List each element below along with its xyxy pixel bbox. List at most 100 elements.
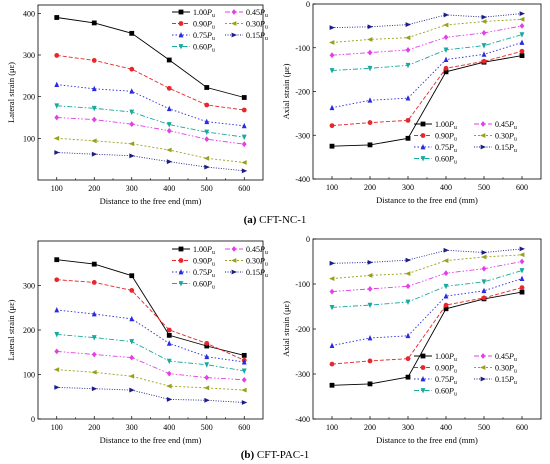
data-point xyxy=(166,85,172,91)
data-point xyxy=(443,293,449,299)
data-point xyxy=(129,354,135,361)
data-point xyxy=(54,348,60,355)
data-point xyxy=(204,362,210,368)
x-axis-title: Distance to the free end (mm) xyxy=(100,435,202,445)
data-point xyxy=(91,85,97,92)
x-tick-label: 200 xyxy=(88,184,100,193)
series-0.90 xyxy=(54,53,247,113)
data-point xyxy=(405,257,411,263)
legend-label: 0.45Pu xyxy=(246,8,268,19)
series-line xyxy=(331,55,523,147)
y-tick-label: -200 xyxy=(295,325,310,334)
data-point xyxy=(367,335,373,341)
y-axis-title: Lateral strain (με) xyxy=(6,62,16,123)
x-tick-label: 500 xyxy=(478,183,490,192)
series-line xyxy=(331,18,523,43)
legend-marker xyxy=(480,121,486,127)
data-point xyxy=(329,382,335,388)
data-point xyxy=(367,49,373,56)
data-point xyxy=(519,39,525,45)
legend-item: 0.15Pu xyxy=(474,375,517,386)
chart-panel-3: 100 200 300 400 500 600 0 100 200 300 Distance to … xyxy=(6,240,268,445)
caption-b-label: (b) xyxy=(240,449,255,461)
data-point xyxy=(204,129,210,136)
legend-marker xyxy=(178,246,184,252)
x-axis-title: Distance to the free end (mm) xyxy=(100,196,202,206)
legend-item: 0.15Pu xyxy=(225,31,268,42)
legend-marker xyxy=(480,353,486,359)
series-0.45 xyxy=(329,258,525,295)
series-0.75 xyxy=(329,39,525,111)
legend-marker xyxy=(420,156,426,162)
x-tick-label: 200 xyxy=(88,423,100,432)
legend-label: 0.60Pu xyxy=(435,155,457,166)
data-point xyxy=(329,68,335,74)
data-point xyxy=(241,352,247,358)
data-point xyxy=(519,22,525,29)
plot-frame xyxy=(37,4,264,181)
data-point xyxy=(367,24,373,30)
legend-marker xyxy=(420,376,426,382)
series-line xyxy=(331,25,523,56)
series-line xyxy=(56,117,245,145)
legend-item: 0.60Pu xyxy=(172,280,215,291)
series-line xyxy=(56,137,245,163)
x-tick-label: 300 xyxy=(402,183,414,192)
legend-item: 0.60Pu xyxy=(414,155,457,166)
data-point xyxy=(481,287,487,294)
legend-item: 0.15Pu xyxy=(474,143,517,154)
data-point xyxy=(443,247,449,253)
legend-item: 0.30Pu xyxy=(225,20,268,31)
data-point xyxy=(91,279,97,285)
legend-label: 0.60Pu xyxy=(193,43,215,54)
data-point xyxy=(204,343,210,349)
data-point xyxy=(204,340,210,346)
legend-label: 0.15Pu xyxy=(246,31,268,42)
data-point xyxy=(405,332,411,339)
x-tick-label: 600 xyxy=(516,183,528,192)
legend-marker xyxy=(178,32,184,38)
data-point xyxy=(91,386,98,392)
legend-item: 0.60Pu xyxy=(414,387,457,398)
series-0.45 xyxy=(329,22,525,59)
legend-marker xyxy=(178,21,184,26)
data-point xyxy=(166,397,173,402)
legend-label: 0.15Pu xyxy=(495,143,517,154)
legend-marker xyxy=(178,269,184,275)
data-point xyxy=(367,142,373,148)
data-point xyxy=(405,22,411,27)
series-line xyxy=(331,261,523,293)
series-line xyxy=(331,42,523,109)
data-point xyxy=(91,116,97,123)
data-point xyxy=(329,143,335,149)
series-line xyxy=(56,369,245,391)
data-point xyxy=(519,268,525,274)
y-tick-label: 0 xyxy=(31,415,35,424)
y-tick-label: 100 xyxy=(23,134,35,143)
y-tick-label: -400 xyxy=(295,415,310,424)
legend-label: 0.45Pu xyxy=(246,245,268,256)
data-point xyxy=(91,335,97,341)
data-point xyxy=(129,153,135,159)
data-point xyxy=(166,147,172,153)
data-point xyxy=(443,306,449,312)
x-tick-label: 400 xyxy=(163,423,175,432)
legend-label: 0.90Pu xyxy=(193,20,215,31)
data-point xyxy=(54,103,60,109)
series-0.15 xyxy=(54,150,248,174)
data-point xyxy=(166,127,172,134)
data-point xyxy=(129,30,135,36)
caption-a-text: CFT-NC-1 xyxy=(259,214,307,226)
data-point xyxy=(166,159,173,165)
data-point xyxy=(481,43,487,49)
series-line xyxy=(331,34,523,71)
data-point xyxy=(204,118,210,125)
series-line xyxy=(56,105,245,138)
legend-item: 0.45Pu xyxy=(225,245,268,256)
x-tick-label: 500 xyxy=(478,423,490,432)
data-point xyxy=(241,122,247,129)
data-point xyxy=(329,361,335,367)
legend-marker xyxy=(178,281,184,287)
